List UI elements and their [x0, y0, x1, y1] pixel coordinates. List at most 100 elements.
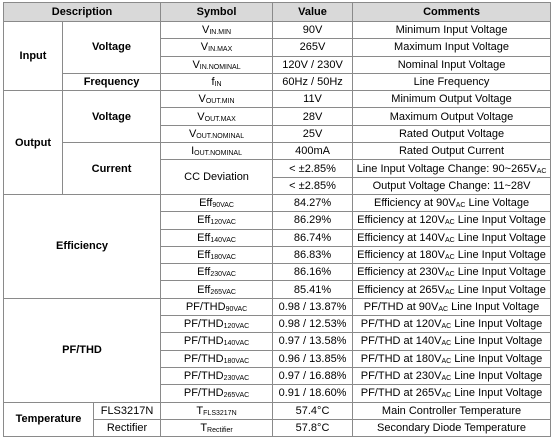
row: VIN.NOMINAL 120V / 230V Nominal Input Volt…: [4, 55, 552, 74]
value-cell: 0.97 / 13.58%: [272, 332, 354, 351]
text: PF/THD at 230V: [360, 370, 442, 383]
value-cell: 265V: [272, 38, 354, 57]
text: Minimum Output Voltage: [391, 93, 512, 106]
comment-cell: Efficiency at 90VAC Line Voltage: [352, 193, 552, 213]
subscript: Rectifier: [207, 426, 233, 434]
text: T: [196, 404, 204, 417]
subscript: 230VAC: [223, 375, 250, 383]
text: V: [197, 110, 205, 123]
text: V: [188, 127, 197, 140]
comment-cell: PF/THD at 230VAC Line Input Voltage: [352, 366, 552, 386]
row: Rectifier TRectifier 57.8°C Secondary Diode…: [4, 418, 552, 438]
subscript: 265VAC: [210, 288, 236, 296]
text: Maximum Output Voltage: [389, 110, 514, 123]
text: Line Input Voltage: [448, 300, 540, 313]
symbol-cell: IOUT.NOMINAL: [160, 142, 274, 161]
text: PF/THD: [183, 335, 224, 348]
symbol-cell: Eff230VAC: [160, 263, 274, 282]
text: CC Deviation: [184, 171, 249, 184]
subscript: AC: [445, 219, 455, 227]
row: VIN.MAX 265V Maximum Input Voltage: [4, 38, 552, 57]
item-label: Voltage: [61, 21, 162, 74]
text: Output Voltage Change: 11~28V: [372, 179, 531, 192]
subscript: AC: [441, 357, 452, 365]
text: Rated Output Voltage: [398, 127, 505, 140]
text: Line Frequency: [413, 76, 490, 89]
text: V: [198, 93, 206, 106]
subscript: 180VAC: [223, 357, 250, 365]
value-cell: < ±2.85%: [272, 159, 354, 178]
text: PF/THD: [183, 370, 224, 383]
text: Line Input Voltage: [451, 387, 543, 400]
subscript: OUT.MIN: [205, 98, 235, 106]
text: Main Controller Temperature: [381, 404, 522, 417]
value-cell: 86.74%: [272, 228, 354, 247]
row: Temperature FLS3217N TFLS3217N 57.4°C Main C…: [3, 401, 552, 438]
row: PF/THD120VAC 0.98 / 12.53% PF/THD at 120VA…: [4, 315, 552, 334]
comment-cell: Line Frequency: [352, 72, 552, 92]
text: Eff: [197, 283, 211, 296]
row: Eff140VAC 86.74% Efficiency at 140VAC Line…: [4, 228, 552, 247]
symbol-cell: TRectifier: [160, 418, 274, 438]
comment-cell: Main Controller Temperature: [352, 401, 552, 420]
header-cell: Comments: [352, 2, 552, 22]
header-cell: Value: [272, 2, 354, 22]
subscript: 180VAC: [210, 254, 236, 261]
text: Efficiency at 180V: [357, 249, 446, 261]
comment-cell: Efficiency at 265VAC Line Input Voltage: [352, 280, 552, 299]
subscript: 90VAC: [225, 305, 248, 313]
text: Efficiency at 230V: [357, 266, 446, 279]
comment-cell: Efficiency at 120VAC Line Input Voltage: [352, 211, 552, 230]
symbol-cell: Eff120VAC: [160, 211, 274, 230]
text: I: [191, 145, 195, 158]
text: Line Input Voltage: [451, 335, 543, 348]
comment-cell: Secondary Diode Temperature: [352, 418, 552, 438]
text: Eff: [199, 197, 213, 210]
symbol-cell: fIN: [160, 72, 274, 92]
text: Efficiency at 265V: [357, 283, 446, 296]
value-cell: 0.97 / 16.88%: [272, 366, 354, 386]
symbol-cell: VOUT.MAX: [160, 107, 274, 126]
row: Current IOUT.NOMINAL 400mA Rated Output Cur…: [4, 142, 552, 195]
row: PF/THD230VAC 0.97 / 16.88% PF/THD at 230VA…: [4, 366, 552, 386]
value-cell: 86.16%: [272, 263, 354, 282]
value-cell: 57.8°C: [272, 418, 354, 438]
value-cell: 0.96 / 13.85%: [272, 349, 354, 368]
section-label: PF/THD: [2, 297, 162, 403]
symbol-cell: PF/THD90VAC: [160, 297, 274, 317]
comment-cell: Efficiency at 230VAC Line Input Voltage: [352, 263, 552, 282]
value-cell: 84.27%: [272, 193, 354, 213]
symbol-cell: VIN.NOMINAL: [160, 55, 274, 74]
subscript: AC: [441, 392, 452, 400]
text: Line Input Voltage Change: 90~265V: [356, 162, 537, 175]
text: PF/THD at 180V: [360, 352, 442, 365]
value-cell: 11V: [272, 90, 354, 109]
text: Secondary Diode Temperature: [377, 421, 527, 434]
text: Maximum Input Voltage: [394, 41, 509, 54]
text: Minimum Input Voltage: [395, 24, 508, 37]
row: PF/THD PF/THD90VAC 0.98 / 13.87% PF/THD at …: [2, 297, 552, 403]
text: Line Input Voltage: [451, 352, 543, 365]
row: Efficiency Eff90VAC 84.27% Efficiency at 90…: [2, 193, 552, 299]
comment-cell: Minimum Input Voltage: [352, 20, 552, 40]
value-cell: 0.98 / 13.87%: [272, 297, 354, 317]
text: Efficiency at 140V: [357, 231, 446, 244]
subscript: AC: [455, 202, 466, 210]
comment-cell: Line Input Voltage Change: 90~265VAC: [352, 159, 552, 178]
row: VOUT.MAX 28V Maximum Output Voltage: [4, 107, 552, 126]
comment-cell: Rated Output Voltage: [352, 124, 552, 144]
subscript: 90VAC: [212, 202, 234, 210]
subscript: IN.MIN: [209, 29, 232, 37]
symbol-cell: Eff140VAC: [160, 228, 274, 247]
text: PF/THD: [185, 300, 226, 313]
text: Line Input Voltage: [454, 283, 546, 296]
section-label: Output: [3, 90, 63, 195]
item-label: Rectifier: [92, 418, 162, 438]
comment-cell: Output Voltage Change: 11~28V: [352, 176, 552, 195]
symbol-cell: PF/THD140VAC: [160, 332, 274, 351]
text: PF/THD at 120V: [360, 318, 442, 331]
comment-cell: PF/THD at 140VAC Line Input Voltage: [352, 332, 552, 351]
text: PF/THD at 265V: [360, 387, 442, 400]
